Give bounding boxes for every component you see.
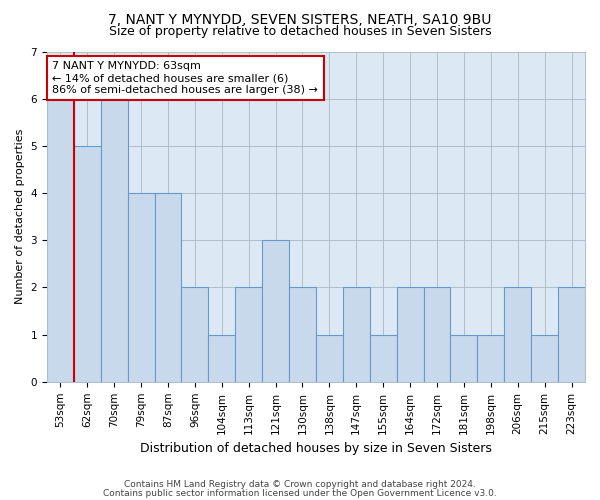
Bar	[316, 334, 343, 382]
Bar	[47, 98, 74, 382]
Bar	[370, 334, 397, 382]
Bar	[424, 288, 451, 382]
Bar	[397, 288, 424, 382]
Text: Contains public sector information licensed under the Open Government Licence v3: Contains public sector information licen…	[103, 488, 497, 498]
Bar	[155, 193, 181, 382]
Bar	[262, 240, 289, 382]
Bar	[208, 334, 235, 382]
Bar	[101, 98, 128, 382]
Bar	[478, 334, 504, 382]
Bar	[181, 288, 208, 382]
Y-axis label: Number of detached properties: Number of detached properties	[15, 129, 25, 304]
Bar	[558, 288, 585, 382]
Text: 7, NANT Y MYNYDD, SEVEN SISTERS, NEATH, SA10 9BU: 7, NANT Y MYNYDD, SEVEN SISTERS, NEATH, …	[109, 12, 491, 26]
Bar	[451, 334, 478, 382]
Bar	[74, 146, 101, 382]
Text: Size of property relative to detached houses in Seven Sisters: Size of property relative to detached ho…	[109, 25, 491, 38]
Bar	[531, 334, 558, 382]
X-axis label: Distribution of detached houses by size in Seven Sisters: Distribution of detached houses by size …	[140, 442, 492, 455]
Bar	[289, 288, 316, 382]
Text: 7 NANT Y MYNYDD: 63sqm
← 14% of detached houses are smaller (6)
86% of semi-deta: 7 NANT Y MYNYDD: 63sqm ← 14% of detached…	[52, 62, 318, 94]
Bar	[128, 193, 155, 382]
Bar	[504, 288, 531, 382]
Bar	[343, 288, 370, 382]
Text: Contains HM Land Registry data © Crown copyright and database right 2024.: Contains HM Land Registry data © Crown c…	[124, 480, 476, 489]
Bar	[235, 288, 262, 382]
